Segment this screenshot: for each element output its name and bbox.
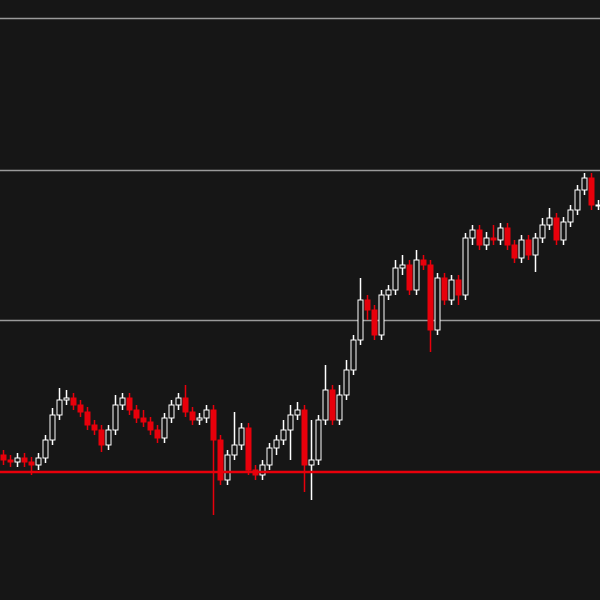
candle-body bbox=[231, 444, 238, 456]
candle-body bbox=[315, 419, 322, 461]
candle-body bbox=[329, 389, 336, 421]
candle-body bbox=[287, 414, 294, 431]
candle-body bbox=[224, 454, 231, 481]
candle-body bbox=[392, 267, 399, 291]
candle-body bbox=[511, 244, 518, 259]
candle-body bbox=[196, 417, 203, 421]
candle-body bbox=[469, 229, 476, 239]
candle-body bbox=[483, 237, 490, 246]
candle-body bbox=[245, 427, 252, 471]
candle-body bbox=[70, 397, 77, 406]
candle-body bbox=[364, 299, 371, 311]
candle-body bbox=[371, 309, 378, 336]
candle-body bbox=[7, 459, 14, 463]
candle-body bbox=[273, 439, 280, 449]
candle-body bbox=[574, 189, 581, 211]
candle-body bbox=[133, 409, 140, 419]
candle-body bbox=[385, 289, 392, 296]
candle-body bbox=[217, 439, 224, 481]
candle-body bbox=[546, 217, 553, 226]
candle-body bbox=[266, 447, 273, 466]
candle-body bbox=[112, 404, 119, 431]
candle-body bbox=[210, 409, 217, 441]
candle-body bbox=[357, 299, 364, 341]
candle-body bbox=[175, 397, 182, 406]
candle-body bbox=[427, 264, 434, 331]
candle-body bbox=[294, 409, 301, 416]
candle-body bbox=[553, 217, 560, 241]
candle-body bbox=[434, 277, 441, 331]
candle-body bbox=[518, 239, 525, 259]
candle-body bbox=[490, 237, 497, 241]
candle-body bbox=[476, 229, 483, 246]
candle-body bbox=[203, 409, 210, 419]
candle-body bbox=[154, 429, 161, 439]
candle-body bbox=[497, 227, 504, 241]
candle-body bbox=[406, 264, 413, 291]
candle-body bbox=[420, 259, 427, 266]
candle-body bbox=[560, 221, 567, 241]
candle-body bbox=[35, 457, 42, 466]
candle-body bbox=[525, 239, 532, 256]
candle-body bbox=[343, 369, 350, 396]
candle-body bbox=[147, 421, 154, 431]
candle-body bbox=[49, 414, 56, 441]
candle-body bbox=[0, 454, 7, 461]
candle-body bbox=[448, 279, 455, 301]
candle-body bbox=[28, 461, 35, 466]
candle-body bbox=[119, 397, 126, 406]
candle-body bbox=[105, 429, 112, 446]
candle-body bbox=[280, 429, 287, 441]
candle-body bbox=[182, 397, 189, 413]
candle-body bbox=[539, 224, 546, 239]
candle-body bbox=[595, 204, 600, 207]
candle-body bbox=[21, 457, 28, 463]
candle-body bbox=[532, 237, 539, 256]
candle-body bbox=[567, 209, 574, 223]
candle-body bbox=[42, 439, 49, 459]
candle-body bbox=[462, 237, 469, 296]
candle-body bbox=[168, 404, 175, 419]
candle-body bbox=[189, 411, 196, 421]
candle-body bbox=[322, 389, 329, 421]
candle-body bbox=[378, 294, 385, 336]
candle-body bbox=[238, 427, 245, 446]
candle-body bbox=[588, 177, 595, 206]
candle-body bbox=[77, 404, 84, 413]
candle-body bbox=[455, 279, 462, 296]
candle-body bbox=[84, 411, 91, 426]
candle-body bbox=[301, 409, 308, 466]
candle-body bbox=[56, 399, 63, 416]
candle-body bbox=[161, 417, 168, 439]
candle-body bbox=[441, 277, 448, 301]
candle-body bbox=[63, 397, 70, 401]
candle-body bbox=[308, 459, 315, 466]
candle-body bbox=[98, 429, 105, 446]
candle-body bbox=[413, 259, 420, 291]
candle-body bbox=[504, 227, 511, 246]
candle-body bbox=[259, 464, 266, 476]
candle-body bbox=[350, 339, 357, 371]
candle-body bbox=[399, 264, 406, 269]
candle-body bbox=[336, 394, 343, 421]
candle-body bbox=[126, 397, 133, 411]
candle-body bbox=[14, 457, 21, 463]
candle-body bbox=[581, 177, 588, 191]
candle-body bbox=[91, 424, 98, 431]
candle-body bbox=[140, 417, 147, 423]
